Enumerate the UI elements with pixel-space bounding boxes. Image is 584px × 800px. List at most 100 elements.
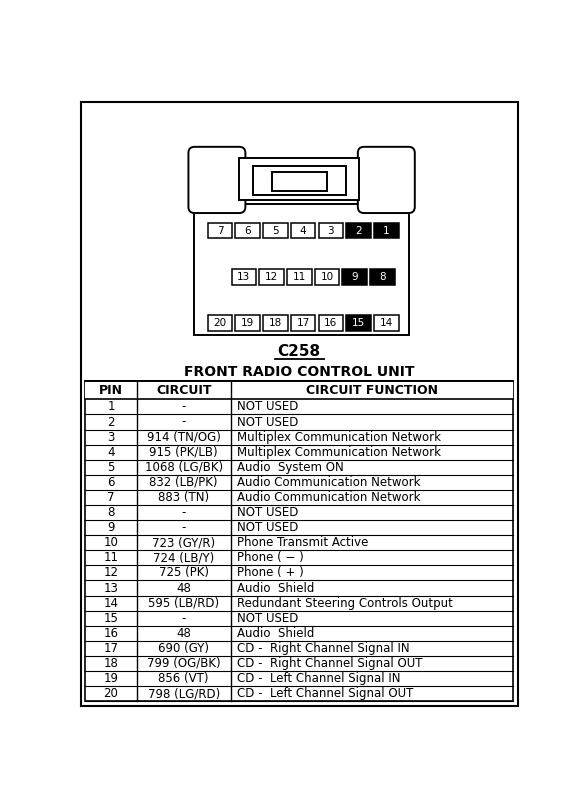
Text: C258: C258 xyxy=(278,344,321,359)
Text: Phone ( − ): Phone ( − ) xyxy=(237,551,304,564)
Bar xyxy=(370,270,395,285)
Text: 19: 19 xyxy=(241,318,255,328)
Bar xyxy=(346,315,371,331)
Text: 9: 9 xyxy=(352,272,358,282)
Text: 7: 7 xyxy=(217,226,223,236)
Text: 1: 1 xyxy=(383,226,390,236)
Bar xyxy=(374,223,399,238)
Text: 17: 17 xyxy=(297,318,310,328)
Bar xyxy=(235,315,260,331)
Text: 12: 12 xyxy=(103,566,119,579)
Text: Phone ( + ): Phone ( + ) xyxy=(237,566,304,579)
Text: Redundant Steering Controls Output: Redundant Steering Controls Output xyxy=(237,597,453,610)
Text: 20: 20 xyxy=(103,687,119,700)
Text: NOT USED: NOT USED xyxy=(237,521,298,534)
Text: 1: 1 xyxy=(107,401,114,414)
Text: 723 (GY/R): 723 (GY/R) xyxy=(152,536,215,550)
Text: 2: 2 xyxy=(355,226,362,236)
Bar xyxy=(346,223,371,238)
Text: 19: 19 xyxy=(103,672,119,685)
Text: 856 (VT): 856 (VT) xyxy=(158,672,209,685)
Text: 48: 48 xyxy=(176,627,191,640)
Text: 13: 13 xyxy=(237,272,251,282)
Text: NOT USED: NOT USED xyxy=(237,506,298,519)
Text: 10: 10 xyxy=(321,272,333,282)
Text: 15: 15 xyxy=(103,612,119,625)
Text: -: - xyxy=(182,521,186,534)
Text: CIRCUIT FUNCTION: CIRCUIT FUNCTION xyxy=(306,384,438,397)
Bar xyxy=(231,270,256,285)
Text: CD -  Right Channel Signal IN: CD - Right Channel Signal IN xyxy=(237,642,409,655)
Text: -: - xyxy=(182,506,186,519)
Text: NOT USED: NOT USED xyxy=(237,415,298,429)
Text: PIN: PIN xyxy=(99,384,123,397)
Text: 20: 20 xyxy=(213,318,227,328)
Text: 16: 16 xyxy=(324,318,338,328)
Text: 6: 6 xyxy=(107,476,114,489)
Text: 13: 13 xyxy=(103,582,119,594)
Text: Audio  Shield: Audio Shield xyxy=(237,627,314,640)
Text: 6: 6 xyxy=(244,226,251,236)
Text: 5: 5 xyxy=(272,226,279,236)
Bar xyxy=(318,223,343,238)
Text: Audio Communication Network: Audio Communication Network xyxy=(237,476,420,489)
Text: 8: 8 xyxy=(107,506,114,519)
Bar xyxy=(259,270,284,285)
Text: Audio  Shield: Audio Shield xyxy=(237,582,314,594)
Text: 690 (GY): 690 (GY) xyxy=(158,642,209,655)
Bar xyxy=(318,315,343,331)
Text: Audio  System ON: Audio System ON xyxy=(237,461,344,474)
Bar xyxy=(253,166,346,195)
Text: -: - xyxy=(182,401,186,414)
Text: 883 (TN): 883 (TN) xyxy=(158,491,209,504)
Bar xyxy=(287,270,312,285)
Bar xyxy=(239,158,359,200)
Text: Multiplex Communication Network: Multiplex Communication Network xyxy=(237,446,441,458)
Bar xyxy=(315,270,339,285)
FancyBboxPatch shape xyxy=(189,147,245,213)
Text: 9: 9 xyxy=(107,521,114,534)
Text: Multiplex Communication Network: Multiplex Communication Network xyxy=(237,430,441,444)
Bar xyxy=(291,315,315,331)
Text: 5: 5 xyxy=(107,461,114,474)
Text: 16: 16 xyxy=(103,627,119,640)
Text: 1068 (LG/BK): 1068 (LG/BK) xyxy=(145,461,223,474)
Bar xyxy=(208,223,232,238)
Bar xyxy=(235,223,260,238)
Text: 10: 10 xyxy=(103,536,119,550)
Text: Audio Communication Network: Audio Communication Network xyxy=(237,491,420,504)
Bar xyxy=(263,223,288,238)
Text: 799 (OG/BK): 799 (OG/BK) xyxy=(147,657,221,670)
Text: 3: 3 xyxy=(328,226,334,236)
Text: 832 (LB/PK): 832 (LB/PK) xyxy=(150,476,218,489)
Text: 3: 3 xyxy=(107,430,114,444)
Bar xyxy=(272,172,327,190)
Text: 11: 11 xyxy=(103,551,119,564)
Text: 595 (LB/RD): 595 (LB/RD) xyxy=(148,597,219,610)
Text: 48: 48 xyxy=(176,582,191,594)
Text: 724 (LB/Y): 724 (LB/Y) xyxy=(153,551,214,564)
Text: 915 (PK/LB): 915 (PK/LB) xyxy=(150,446,218,458)
Text: 12: 12 xyxy=(265,272,278,282)
Bar xyxy=(194,204,409,334)
Bar xyxy=(208,315,232,331)
Text: NOT USED: NOT USED xyxy=(237,401,298,414)
Text: 14: 14 xyxy=(380,318,393,328)
Text: 15: 15 xyxy=(352,318,365,328)
Text: CD -  Right Channel Signal OUT: CD - Right Channel Signal OUT xyxy=(237,657,422,670)
Text: 14: 14 xyxy=(103,597,119,610)
Text: CIRCUIT: CIRCUIT xyxy=(156,384,211,397)
Text: 4: 4 xyxy=(107,446,114,458)
Text: 18: 18 xyxy=(103,657,119,670)
Text: CD -  Left Channel Signal IN: CD - Left Channel Signal IN xyxy=(237,672,401,685)
Bar xyxy=(291,223,315,238)
Text: 11: 11 xyxy=(293,272,306,282)
Text: CD -  Left Channel Signal OUT: CD - Left Channel Signal OUT xyxy=(237,687,413,700)
Text: 725 (PK): 725 (PK) xyxy=(159,566,208,579)
Text: 8: 8 xyxy=(379,272,386,282)
Text: FRONT RADIO CONTROL UNIT: FRONT RADIO CONTROL UNIT xyxy=(184,365,415,378)
Text: 17: 17 xyxy=(103,642,119,655)
Text: 914 (TN/OG): 914 (TN/OG) xyxy=(147,430,221,444)
Text: NOT USED: NOT USED xyxy=(237,612,298,625)
Bar xyxy=(85,381,513,702)
